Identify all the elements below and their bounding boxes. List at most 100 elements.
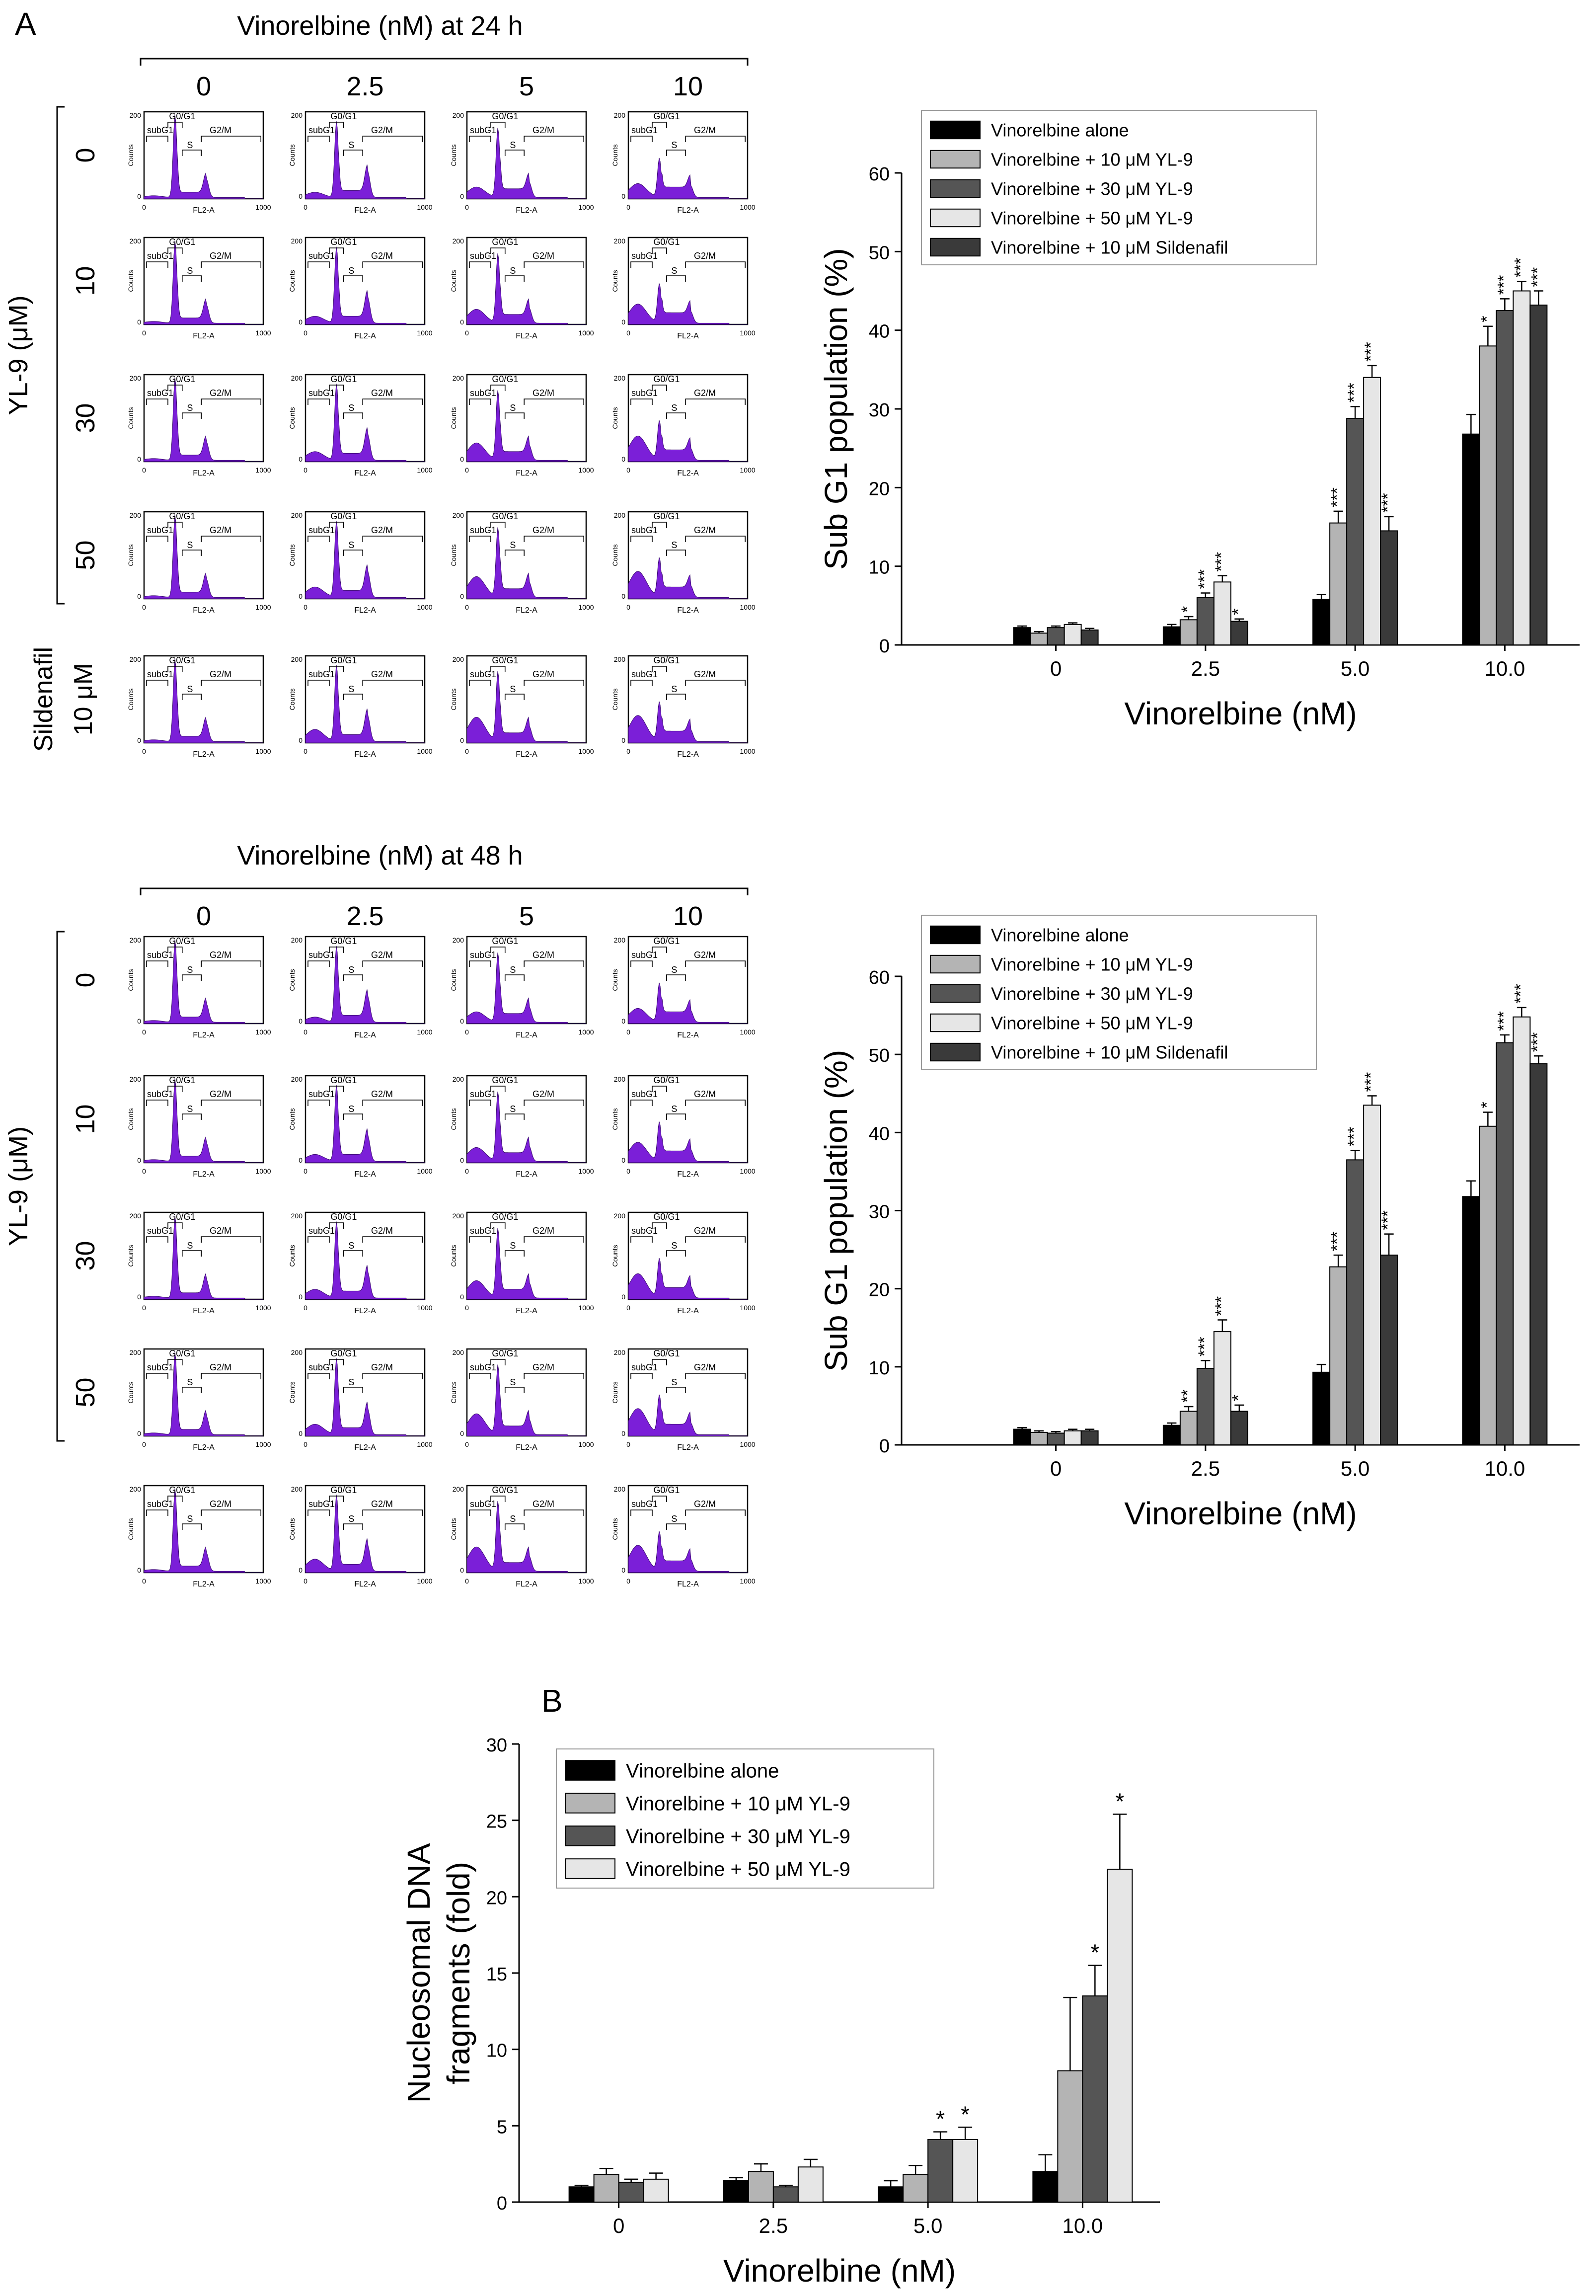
bar [797, 2166, 824, 2203]
histogram-y-tick: 0 [621, 736, 625, 744]
flow-group-label: YL-9 (μM) [3, 295, 33, 415]
gate-label-g2m: G2/M [694, 1499, 716, 1509]
gate-label-s: S [187, 965, 193, 975]
gate-label-g0g1: G0/G1 [169, 936, 195, 946]
gate-s [343, 974, 363, 981]
gate-label-s: S [510, 1514, 516, 1524]
gate-label-g2m: G2/M [371, 950, 393, 960]
gate-g0g1 [652, 1086, 667, 1092]
gate-label-s: S [348, 684, 354, 694]
significance-label: * [1477, 1102, 1496, 1108]
histogram-y-axis-label: Counts [450, 1245, 457, 1267]
gate-label-g2m: G2/M [532, 125, 554, 135]
gate-s [182, 1387, 202, 1393]
gate-label-s: S [348, 140, 354, 150]
histogram-y-tick: 200 [614, 1075, 626, 1083]
gate-label-subg1: subG1 [470, 125, 496, 135]
histogram-curve [144, 1489, 263, 1573]
gate-g2m [524, 136, 584, 142]
gate-label-g2m: G2/M [210, 950, 231, 960]
histogram-y-axis-label: Counts [450, 1381, 457, 1403]
histogram-y-tick: 200 [130, 1075, 142, 1083]
histogram-y-tick: 0 [460, 1566, 464, 1574]
histogram-y-tick: 200 [614, 1348, 626, 1356]
histogram-y-tick: 0 [299, 455, 303, 463]
bar [772, 2186, 799, 2203]
histogram-x-tick: 1000 [578, 1440, 594, 1448]
gate-subg1 [146, 398, 168, 405]
y-tick-label: 0 [879, 636, 890, 657]
gate-label-g0g1: G0/G1 [169, 237, 195, 247]
flow-sildenafil-label-line1: Sildenafil [29, 647, 58, 752]
histogram-y-tick: 0 [137, 192, 141, 200]
histogram-x-tick: 1000 [578, 1028, 594, 1036]
y-tick-label: 0 [497, 2193, 507, 2214]
gate-g0g1 [167, 1222, 183, 1229]
bar [1032, 2171, 1059, 2203]
histogram-x-tick: 1000 [417, 466, 432, 474]
gate-label-g0g1: G0/G1 [330, 237, 357, 247]
gate-label-g2m: G2/M [210, 125, 231, 135]
flow-sildenafil-label-line2: 10 μM [69, 663, 98, 736]
gate-label-g0g1: G0/G1 [169, 1348, 195, 1358]
histogram-y-tick: 0 [621, 1429, 625, 1437]
histogram-y-axis-label: Counts [611, 969, 619, 991]
histogram-curve [305, 1221, 425, 1300]
bar [1013, 1428, 1031, 1445]
histogram-x-axis-label: FL2-A [193, 1580, 215, 1588]
gate-label-subg1: subG1 [470, 388, 496, 398]
gate-s [343, 694, 363, 700]
histogram-y-tick: 0 [299, 1156, 303, 1164]
histogram-x-axis-label: FL2-A [354, 332, 376, 340]
histogram-y-tick: 0 [460, 1293, 464, 1301]
gate-g2m [685, 261, 746, 268]
histogram-x-axis-label: FL2-A [516, 1170, 537, 1179]
gate-label-g0g1: G0/G1 [653, 1485, 680, 1495]
flow-column-label: 5 [519, 901, 534, 931]
histogram-y-tick: 0 [621, 1017, 625, 1025]
gate-g0g1 [167, 122, 183, 128]
gate-g0g1 [652, 1359, 667, 1365]
gate-g2m [362, 536, 423, 542]
gate-label-g2m: G2/M [694, 525, 716, 535]
histogram-x-tick: 0 [142, 329, 146, 337]
gate-g2m [201, 1373, 261, 1379]
gate-g2m [685, 536, 746, 542]
bar [593, 2174, 619, 2203]
histogram-x-tick: 0 [465, 203, 469, 211]
histogram-curve [305, 1358, 425, 1436]
gate-label-g0g1: G0/G1 [169, 1212, 195, 1222]
y-tick-label: 15 [486, 1964, 507, 1985]
histogram-curve [466, 952, 586, 1024]
gate-label-g0g1: G0/G1 [330, 511, 357, 521]
gate-label-s: S [671, 684, 677, 694]
legend-entry: Vinorelbine + 50 μM YL-9 [626, 1859, 850, 1881]
gate-g2m [201, 536, 261, 542]
significance-label: *** [1528, 267, 1547, 287]
significance-label: *** [1328, 1231, 1347, 1251]
gate-label-g0g1: G0/G1 [169, 511, 195, 521]
gate-label-subg1: subG1 [631, 950, 658, 960]
histogram-y-axis-label: Counts [127, 969, 135, 991]
histogram-x-axis-label: FL2-A [677, 750, 699, 759]
gate-subg1 [146, 960, 168, 967]
gate-g2m [201, 398, 261, 405]
gate-label-g0g1: G0/G1 [492, 1212, 518, 1222]
histogram-y-tick: 0 [137, 592, 141, 600]
gate-label-g0g1: G0/G1 [653, 655, 680, 665]
gate-g2m [685, 680, 746, 686]
x-tick-label: 2.5 [1191, 657, 1220, 680]
gate-g2m [685, 960, 746, 967]
histogram-curve [628, 982, 748, 1024]
histogram-y-axis-label: Counts [450, 1518, 457, 1540]
gate-label-s: S [187, 540, 193, 550]
gate-label-subg1: subG1 [470, 251, 496, 261]
gate-subg1 [307, 261, 330, 268]
gate-g2m [201, 1509, 261, 1516]
histogram-curve [628, 1394, 748, 1436]
gate-g0g1 [329, 1496, 344, 1502]
gate-label-subg1: subG1 [308, 1499, 335, 1509]
histogram-y-axis-label: Counts [288, 1518, 296, 1540]
gate-g0g1 [329, 122, 344, 128]
gate-label-subg1: subG1 [470, 669, 496, 679]
